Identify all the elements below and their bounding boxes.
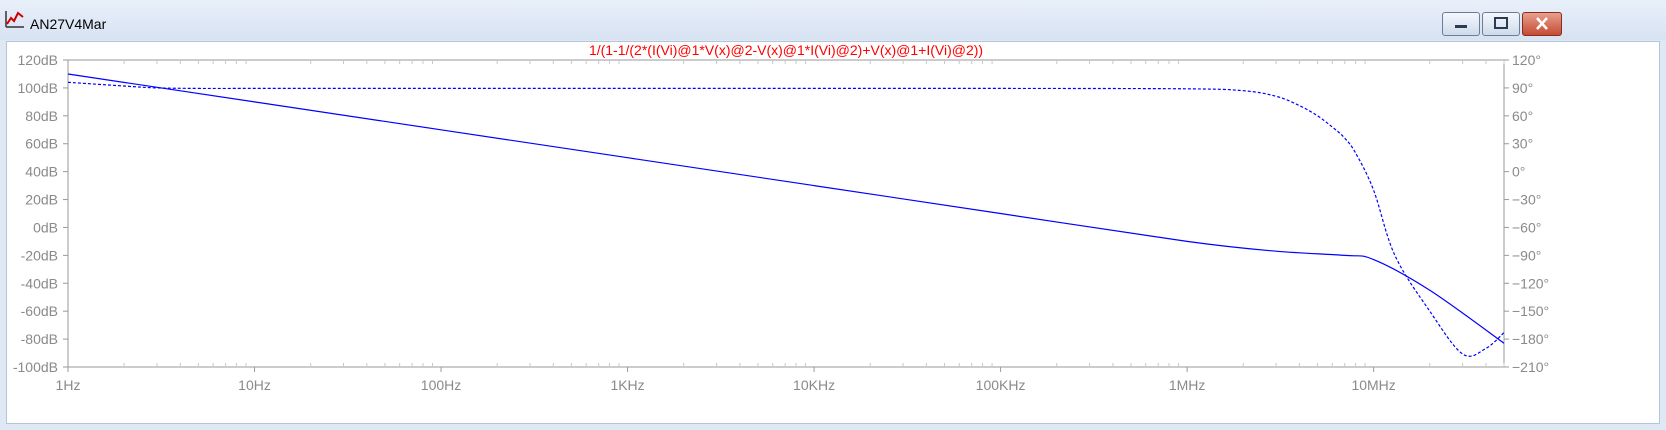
- y2-tick-label: 90°: [1512, 80, 1533, 96]
- y-tick-label: -40dB: [21, 275, 58, 291]
- close-button[interactable]: [1522, 12, 1562, 36]
- y-tick-label: -20dB: [21, 247, 58, 263]
- y2-tick-label: −90°: [1512, 247, 1541, 263]
- x-tick-label: 1MHz: [1169, 377, 1206, 393]
- trace-layer: [67, 73, 1505, 357]
- y2-tick-label: −210°: [1512, 359, 1549, 375]
- y2-tick-label: −120°: [1512, 275, 1549, 291]
- y2-tick-label: 0°: [1512, 164, 1525, 180]
- x-tick-label: 100KHz: [976, 377, 1026, 393]
- y-tick-label: 0dB: [33, 219, 58, 235]
- y-tick-label: 80dB: [25, 108, 58, 124]
- y2-tick-label: −60°: [1512, 219, 1541, 235]
- y-tick-label: 60dB: [25, 136, 58, 152]
- y-tick-label: 20dB: [25, 192, 58, 208]
- minimize-button[interactable]: [1442, 12, 1480, 36]
- right-y-axis-ticks: 120° 90° 60° 30° 0° −30° −60° −90° −120° −150° −18…: [1504, 52, 1549, 375]
- x-tick-label: 10Hz: [238, 377, 271, 393]
- phase-trace: [67, 81, 1505, 357]
- close-icon: [1536, 17, 1548, 30]
- window-title: AN27V4Mar: [30, 16, 107, 32]
- y2-tick-label: 60°: [1512, 108, 1533, 124]
- minor-tick-marks: [123, 60, 1505, 367]
- magnitude-trace: [67, 73, 1505, 344]
- left-y-axis-ticks: 120dB 100dB 80dB 60dB 40dB 20dB 0dB -20dB -40dB -…: [13, 52, 68, 375]
- y-tick-label: 40dB: [25, 164, 58, 180]
- maximize-icon: [1494, 17, 1508, 29]
- x-tick-label: 1Hz: [56, 377, 81, 393]
- x-tick-label: 1KHz: [610, 377, 644, 393]
- y2-tick-label: 120°: [1512, 52, 1541, 68]
- plot-area[interactable]: [67, 59, 1505, 368]
- y-tick-label: -80dB: [21, 331, 58, 347]
- y-tick-label: -60dB: [21, 303, 58, 319]
- y-tick-label: -100dB: [13, 359, 58, 375]
- waveform-plot-icon: [5, 11, 24, 28]
- plot-pane[interactable]: [6, 41, 1660, 424]
- x-tick-label: 10KHz: [793, 377, 835, 393]
- maximize-button[interactable]: [1482, 12, 1520, 36]
- title-bar[interactable]: AN27V4Mar: [0, 0, 1666, 40]
- y2-tick-label: −180°: [1512, 331, 1549, 347]
- y-tick-label: 100dB: [18, 80, 58, 96]
- x-tick-label: 100Hz: [421, 377, 461, 393]
- x-axis-ticks: 1Hz 10Hz 100Hz 1KHz 10KHz 100KHz 1MHz 10MHz: [56, 367, 1396, 393]
- minimize-icon: [1455, 25, 1467, 28]
- y-tick-label: 120dB: [18, 52, 58, 68]
- trace-expression-label[interactable]: 1/(1-1/(2*(I(Vi)@1*V(x)@2-V(x)@1*I(Vi)@2…: [589, 42, 983, 58]
- y2-tick-label: −150°: [1512, 303, 1549, 319]
- x-tick-label: 10MHz: [1351, 377, 1395, 393]
- y2-tick-label: −30°: [1512, 192, 1541, 208]
- y2-tick-label: 30°: [1512, 136, 1533, 152]
